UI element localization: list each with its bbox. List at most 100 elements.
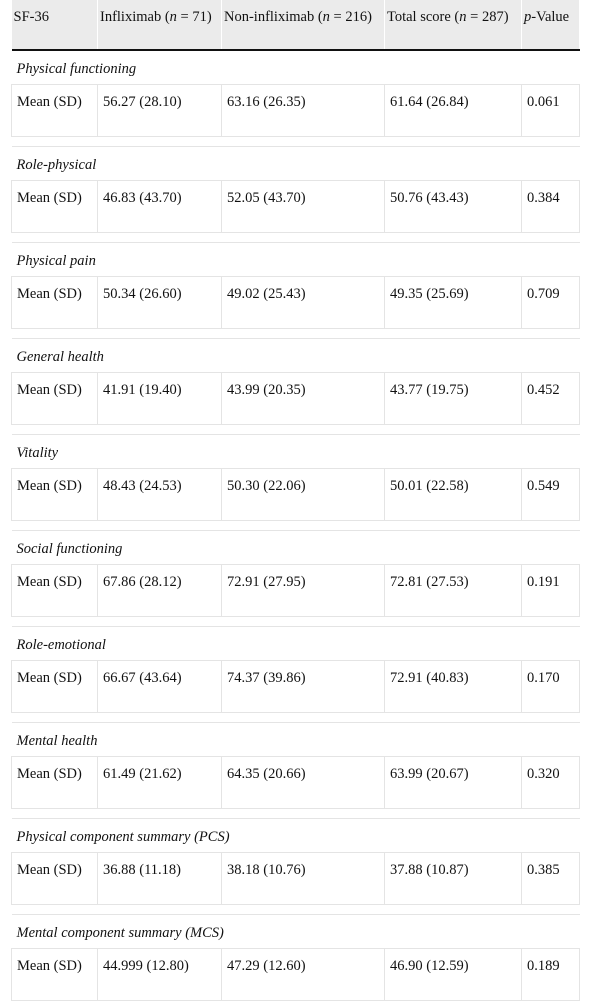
section-title: Role-physical [11,146,580,181]
total-score-value: 50.76 (43.43) [384,180,522,233]
row-label: Mean (SD) [11,468,98,521]
section-title: General health [11,338,580,373]
p-value: 0.170 [521,660,580,713]
spacer-row [11,424,580,435]
spacer-cell [11,520,580,531]
total-score-value: 43.77 (19.75) [384,372,522,425]
section-title: Vitality [11,434,580,469]
header-infliximab-count: = 71) [176,9,212,25]
total-score-value: 63.99 (20.67) [384,756,522,809]
table-row: Mean (SD) 67.86 (28.12) 72.91 (27.95) 72.81… [11,564,580,617]
p-value: 0.191 [521,564,580,617]
header-non-infliximab-count: = 216) [329,9,372,25]
table-row: Mean (SD) 41.91 (19.40) 43.99 (20.35) 43.77… [11,372,580,425]
section-header-row: Mental health [11,722,580,757]
table-row: Mean (SD) 66.67 (43.64) 74.37 (39.86) 72.91… [11,660,580,713]
section-title: Physical component summary (PCS) [11,818,580,853]
header-total-score: Total score (n = 287) [384,0,522,51]
p-value: 0.189 [521,948,580,1001]
section-header-row: Role-emotional [11,626,580,661]
spacer-row [11,136,580,147]
infliximab-value: 56.27 (28.10) [97,84,222,137]
table-header: SF-36 Infliximab (n = 71) Non-infliximab… [11,0,580,51]
non-infliximab-value: 47.29 (12.60) [221,948,385,1001]
non-infliximab-value: 50.30 (22.06) [221,468,385,521]
non-infliximab-value: 38.18 (10.76) [221,852,385,905]
spacer-row [11,904,580,915]
row-label: Mean (SD) [11,852,98,905]
total-score-value: 46.90 (12.59) [384,948,522,1001]
infliximab-value: 67.86 (28.12) [97,564,222,617]
spacer-row [11,712,580,723]
header-total-n: n [459,9,467,25]
spacer-cell [11,232,580,243]
spacer-row [11,616,580,627]
table-row: Mean (SD) 36.88 (11.18) 38.18 (10.76) 37.88… [11,852,580,905]
non-infliximab-value: 64.35 (20.66) [221,756,385,809]
header-sf36: SF-36 [11,0,98,51]
p-value: 0.061 [521,84,580,137]
section-title: Mental health [11,722,580,757]
spacer-cell [11,904,580,915]
table-row: Mean (SD) 44.999 (12.80) 47.29 (12.60) 46.9… [11,948,580,1001]
header-p-value: p-Value [521,0,580,51]
spacer-cell [11,616,580,627]
header-total-count: = 287) [466,9,509,25]
header-sf36-label: SF-36 [13,9,49,25]
spacer-cell [11,136,580,147]
non-infliximab-value: 52.05 (43.70) [221,180,385,233]
section-header-row: Physical pain [11,242,580,277]
non-infliximab-value: 72.91 (27.95) [221,564,385,617]
total-score-value: 37.88 (10.87) [384,852,522,905]
p-value: 0.320 [521,756,580,809]
table-row: Mean (SD) 50.34 (26.60) 49.02 (25.43) 49.35… [11,276,580,329]
row-label: Mean (SD) [11,948,98,1001]
spacer-cell [11,424,580,435]
row-label: Mean (SD) [11,756,98,809]
infliximab-value: 41.91 (19.40) [97,372,222,425]
spacer-row [11,232,580,243]
p-value: 0.452 [521,372,580,425]
non-infliximab-value: 74.37 (39.86) [221,660,385,713]
header-non-infliximab-n: n [322,9,330,25]
header-infliximab: Infliximab (n = 71) [97,0,222,51]
total-score-value: 72.81 (27.53) [384,564,522,617]
total-score-value: 49.35 (25.69) [384,276,522,329]
sf36-table-container: SF-36 Infliximab (n = 71) Non-infliximab… [11,0,580,1001]
total-score-value: 50.01 (22.58) [384,468,522,521]
section-header-row: Mental component summary (MCS) [11,914,580,949]
sf36-table: SF-36 Infliximab (n = 71) Non-infliximab… [11,0,580,1001]
section-title: Physical pain [11,242,580,277]
spacer-row [11,328,580,339]
table-row: Mean (SD) 61.49 (21.62) 64.35 (20.66) 63.99… [11,756,580,809]
header-p-italic: p [524,9,532,25]
spacer-row [11,520,580,531]
header-infliximab-n: n [169,9,177,25]
section-header-row: Role-physical [11,146,580,181]
infliximab-value: 44.999 (12.80) [97,948,222,1001]
total-score-value: 72.91 (40.83) [384,660,522,713]
section-header-row: Physical component summary (PCS) [11,818,580,853]
infliximab-value: 46.83 (43.70) [97,180,222,233]
p-value: 0.549 [521,468,580,521]
infliximab-value: 50.34 (26.60) [97,276,222,329]
spacer-cell [11,328,580,339]
p-value: 0.385 [521,852,580,905]
non-infliximab-value: 43.99 (20.35) [221,372,385,425]
spacer-cell [11,808,580,819]
p-value: 0.384 [521,180,580,233]
spacer-row [11,808,580,819]
section-header-row: Vitality [11,434,580,469]
non-infliximab-value: 63.16 (26.35) [221,84,385,137]
section-header-row: Physical functioning [11,50,580,85]
table-body: Physical functioning Mean (SD) 56.27 (28.1… [11,50,580,1001]
infliximab-value: 48.43 (24.53) [97,468,222,521]
header-infliximab-text: Infliximab ( [100,9,170,25]
infliximab-value: 36.88 (11.18) [97,852,222,905]
total-score-value: 61.64 (26.84) [384,84,522,137]
header-non-infliximab: Non-infliximab (n = 216) [221,0,385,51]
row-label: Mean (SD) [11,564,98,617]
row-label: Mean (SD) [11,372,98,425]
section-title: Social functioning [11,530,580,565]
p-value: 0.709 [521,276,580,329]
